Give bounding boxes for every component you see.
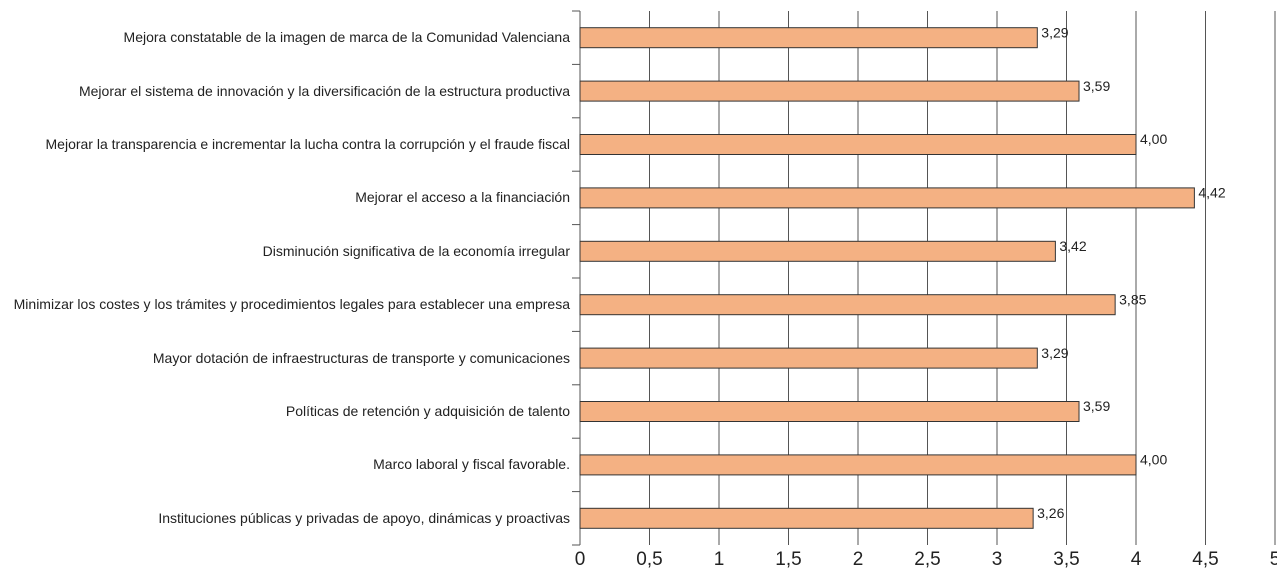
value-label: 3,26 [1037, 505, 1064, 521]
category-label: Minimizar los costes y los trámites y pr… [2, 279, 570, 331]
bar [579, 294, 1116, 316]
category-label: Mayor dotación de infraestructuras de tr… [2, 332, 570, 384]
category-label: Disminución significativa de la economía… [2, 225, 570, 277]
value-label: 3,42 [1059, 238, 1086, 254]
x-tick-label: 0,5 [636, 549, 662, 568]
x-tick-label: 2 [853, 549, 864, 568]
value-label: 3,59 [1083, 398, 1110, 414]
x-tick-label: 5 [1270, 549, 1277, 568]
value-label: 3,29 [1041, 24, 1068, 40]
x-tick-label: 3,5 [1053, 549, 1079, 568]
x-tick-label: 4,5 [1192, 549, 1218, 568]
bar [579, 401, 1080, 422]
category-label: Mejorar la transparencia e incrementar l… [2, 119, 570, 171]
x-tick-label: 1,5 [775, 549, 801, 568]
bar [579, 134, 1137, 155]
value-label: 4,00 [1140, 452, 1167, 468]
x-tick-label: 2,5 [914, 549, 940, 568]
category-text: Mejorar el acceso a la financiación [355, 189, 570, 206]
category-label: Políticas de retención y adquisición de … [2, 386, 570, 438]
category-text: Mayor dotación de infraestructuras de tr… [152, 349, 570, 366]
value-label: 3,85 [1119, 291, 1146, 307]
x-tick-label: 0 [575, 549, 586, 568]
bar [579, 347, 1038, 369]
category-text: Mejorar la transparencia e incrementar l… [45, 136, 570, 152]
category-text: Minimizar los costes y los trámites y pr… [13, 296, 570, 313]
value-label: 4,00 [1140, 131, 1167, 147]
bar [579, 27, 1038, 49]
category-label: Mejorar el acceso a la financiación [2, 172, 570, 224]
category-text: Políticas de retención y adquisición de … [285, 403, 570, 419]
category-label: Mejorar el sistema de innovación y la di… [2, 65, 570, 117]
category-text: Mejorar el sistema de innovación y la di… [78, 82, 570, 99]
value-label: 3,59 [1083, 78, 1110, 94]
value-label: 4,42 [1198, 185, 1225, 201]
bar [579, 454, 1137, 476]
category-text: Disminución significativa de la economía… [262, 242, 570, 259]
bar [579, 80, 1080, 102]
category-label: Mejora constatable de la imagen de marca… [2, 12, 570, 64]
bar [579, 187, 1195, 209]
x-tick-label: 1 [714, 549, 725, 568]
category-text: Marco laboral y fiscal favorable. [373, 456, 570, 473]
category-text: Mejora constatable de la imagen de marca… [123, 29, 570, 46]
bar [579, 507, 1034, 529]
x-tick-label: 3 [992, 549, 1003, 568]
category-text: Instituciones públicas y privadas de apo… [158, 509, 570, 526]
bar [579, 240, 1056, 262]
category-label: Marco laboral y fiscal favorable. [2, 439, 570, 491]
category-label: Instituciones públicas y privadas de apo… [2, 492, 570, 544]
x-tick-label: 4 [1131, 549, 1142, 568]
value-label: 3,29 [1041, 345, 1068, 361]
